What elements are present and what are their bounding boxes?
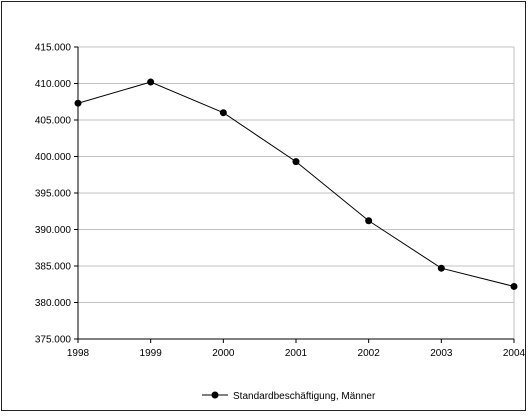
data-point [147, 78, 155, 86]
data-point [219, 109, 227, 117]
y-tick-label: 400.000 [35, 152, 72, 163]
data-point [74, 99, 82, 107]
y-tick-label: 395.000 [35, 189, 72, 200]
y-tick-label: 390.000 [35, 225, 72, 236]
x-tick-label: 2004 [503, 348, 526, 359]
y-tick-label: 415.000 [35, 43, 72, 54]
y-tick-label: 405.000 [35, 116, 72, 127]
legend: Standardbeschäftigung, Männer [202, 391, 376, 402]
x-tick-label: 1999 [140, 348, 163, 359]
data-point [437, 264, 445, 272]
y-tick-label: 375.000 [35, 335, 72, 346]
data-point [365, 217, 373, 225]
y-tick-label: 385.000 [35, 262, 72, 273]
x-tick-label: 1998 [67, 348, 90, 359]
axes [74, 46, 515, 343]
y-tick-label: 380.000 [35, 298, 72, 309]
y-tick-labels: 375.000 380.000 385.000 390.000 395.000 400.0… [35, 43, 72, 346]
x-tick-labels: 1998 1999 2000 2001 2002 2003 2004 [67, 348, 526, 359]
grid-lines [78, 46, 515, 339]
series [74, 78, 518, 290]
x-tick-label: 2003 [430, 348, 453, 359]
legend-label: Standardbeschäftigung, Männer [233, 391, 376, 402]
x-tick-label: 2000 [212, 348, 235, 359]
x-tick-label: 2002 [358, 348, 381, 359]
legend-marker [211, 391, 219, 399]
x-tick-label: 2001 [285, 348, 308, 359]
data-point [510, 282, 518, 290]
data-point [292, 158, 300, 166]
series-line [77, 81, 515, 287]
chart-frame: 375.000 380.000 385.000 390.000 395.000 400.0… [1, 1, 526, 411]
y-tick-label: 410.000 [35, 79, 72, 90]
